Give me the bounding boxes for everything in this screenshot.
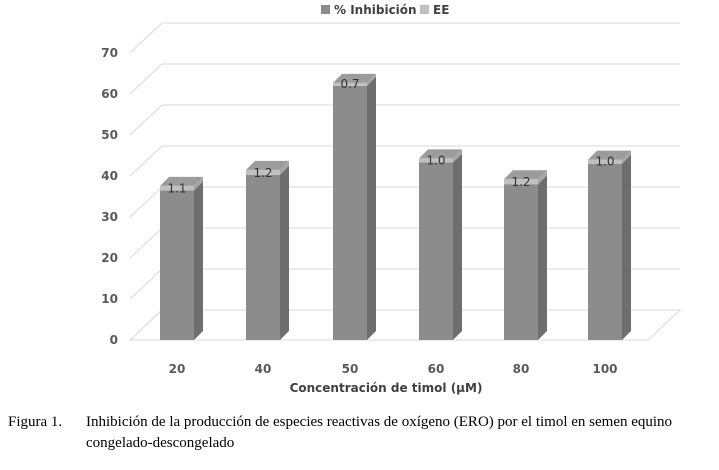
ee-segment-side <box>367 73 376 86</box>
gridline-side <box>129 227 163 259</box>
ee-segment-side <box>280 160 289 175</box>
gridline-side <box>129 63 163 95</box>
ee-segment-side <box>538 170 547 185</box>
x-tick-label: 100 <box>592 362 617 376</box>
bar-side <box>453 153 462 340</box>
caption-text: Inhibición de la producción de especies … <box>86 414 673 451</box>
bar-top <box>419 149 462 159</box>
gridline-side <box>129 104 163 136</box>
bar-side <box>538 175 547 340</box>
data-label: 1.1 <box>167 181 186 195</box>
data-label: 1.0 <box>426 153 445 167</box>
chart: 0 10 20 30 40 50 60 70 1.1 20 1.2 40 0.7 50 1.0 60 1.2 80… <box>101 3 682 395</box>
bar-top <box>588 150 631 160</box>
bar <box>333 85 367 340</box>
data-label: 0.7 <box>340 77 359 91</box>
x-axis-title: Concentración de timol (µM) <box>290 381 483 395</box>
legend-label-ee: EE <box>433 3 449 17</box>
legend-swatch-ee <box>420 5 429 14</box>
legend-label-inhibicion: % Inhibición <box>334 3 417 17</box>
bar-top <box>246 160 289 170</box>
ee-segment <box>246 169 280 175</box>
ee-segment <box>504 179 538 185</box>
ee-segment <box>160 185 194 191</box>
ee-segment <box>333 82 367 86</box>
gridline-side <box>129 186 163 218</box>
bar <box>160 190 194 340</box>
data-label: 1.0 <box>595 155 614 169</box>
data-label: 1.2 <box>511 175 530 189</box>
ee-segment-side <box>622 150 631 164</box>
y-tick-label: 0 <box>110 333 118 347</box>
gridline-side <box>129 268 163 300</box>
x-tick-label: 20 <box>169 362 186 376</box>
ee-segment-side <box>453 149 462 163</box>
bar-side <box>367 76 376 341</box>
y-tick-label: 50 <box>101 128 118 142</box>
ee-segment-side <box>194 176 203 191</box>
gridline-side <box>129 22 163 54</box>
caption-number: Figura 1. <box>8 414 63 430</box>
x-tick-label: 40 <box>255 362 272 376</box>
ee-segment <box>588 159 622 164</box>
y-tick-label: 10 <box>101 292 118 306</box>
bar-top <box>504 170 547 180</box>
bar <box>419 162 453 340</box>
x-tick-label: 80 <box>513 362 530 376</box>
bar-top <box>333 73 376 83</box>
bar-side <box>280 165 289 340</box>
bar-side <box>622 154 631 340</box>
bar <box>504 184 538 340</box>
gridline-side <box>129 145 163 177</box>
bar-side <box>194 181 203 340</box>
x-tick-label: 50 <box>342 362 359 376</box>
y-tick-label: 40 <box>101 169 118 183</box>
bar <box>246 174 280 340</box>
y-tick-label: 30 <box>101 210 118 224</box>
data-label: 1.2 <box>253 166 272 180</box>
y-tick-label: 70 <box>101 46 118 60</box>
y-tick-label: 60 <box>101 87 118 101</box>
y-tick-label: 20 <box>101 251 118 265</box>
bar <box>588 163 622 340</box>
gridline-side <box>129 309 163 341</box>
legend-swatch-inhibicion <box>321 5 330 14</box>
figure-caption: Figura 1. Inhibición de la producción de … <box>8 412 713 454</box>
x-tick-label: 60 <box>428 362 445 376</box>
ee-segment <box>419 158 453 163</box>
bar-top <box>160 176 203 186</box>
